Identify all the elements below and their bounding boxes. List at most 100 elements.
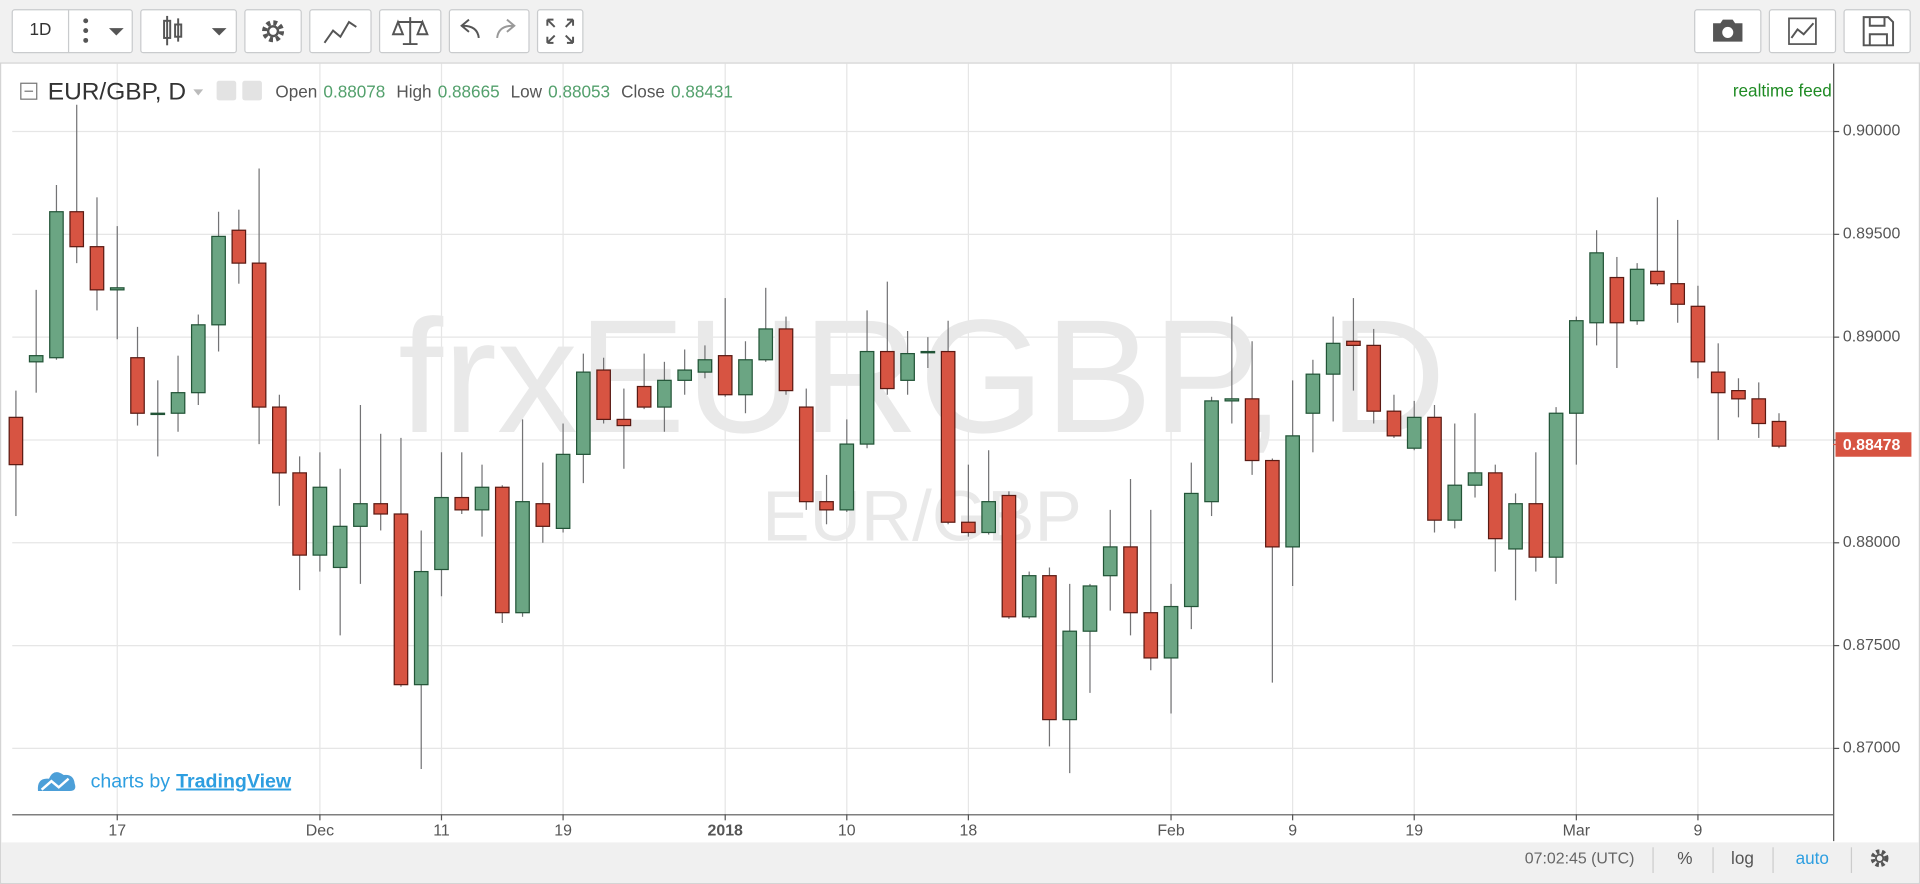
candle-body — [494, 486, 510, 614]
branding-prefix: charts by — [91, 771, 171, 793]
feed-status: realtime feed — [1733, 80, 1832, 100]
settings-button[interactable] — [244, 9, 302, 54]
indicators-icon — [323, 20, 357, 44]
camera-lens — [1722, 26, 1734, 38]
legend-label: High — [396, 82, 431, 102]
candle-body — [373, 503, 389, 515]
branding-link[interactable]: TradingView — [176, 771, 292, 793]
last-price-label: 0.88478 — [1843, 437, 1901, 454]
legend-label: Open — [275, 82, 317, 102]
candle-body — [353, 503, 368, 527]
ohlc-legend: Open 0.88078 High 0.88665 Low 0.88053 Close 0.8… — [193, 80, 733, 102]
candle-body — [1548, 412, 1564, 558]
chart-frame — [0, 62, 1920, 884]
x-tick-label: 17 — [108, 823, 126, 840]
x-tick-label: Dec — [306, 823, 334, 840]
candle-body — [49, 211, 64, 359]
axis-settings — [1875, 853, 1885, 863]
idea-icon — [1790, 22, 1815, 39]
legend-label: Low — [511, 82, 543, 102]
x-tick-label: Feb — [1157, 823, 1185, 840]
candle-body — [1528, 503, 1544, 558]
candle-body — [636, 385, 652, 408]
fullscreen-button[interactable] — [536, 9, 584, 54]
candle-body — [1143, 612, 1159, 659]
candle-body — [758, 328, 774, 361]
y-tick-label: 0.89000 — [1843, 328, 1901, 345]
candle-body — [1102, 546, 1118, 577]
publish-button[interactable] — [1768, 9, 1837, 54]
candle-body — [1629, 268, 1645, 322]
candle-body — [1204, 400, 1219, 503]
y-tick-label: 0.88000 — [1843, 534, 1901, 551]
candle-body — [1609, 276, 1625, 324]
candle-body — [1751, 398, 1767, 425]
interval-button[interactable] — [11, 9, 133, 54]
candle-body — [961, 521, 976, 534]
candle-body — [1467, 472, 1483, 486]
dropdown-arrow[interactable] — [108, 28, 124, 36]
gear-icon — [266, 25, 280, 38]
dropdown-arrow[interactable] — [211, 28, 227, 36]
menu-dots[interactable] — [83, 18, 89, 43]
auto-toggle[interactable]: auto — [1796, 848, 1829, 868]
x-tick-label: 19 — [1405, 823, 1423, 840]
candle-body — [1244, 398, 1260, 462]
candle-body — [1325, 342, 1341, 375]
undo-redo-buttons[interactable] — [448, 9, 530, 54]
x-tick-label: 9 — [1288, 823, 1297, 840]
candle-body — [920, 350, 936, 354]
percent-toggle[interactable]: % — [1677, 848, 1692, 868]
idea-icon — [1788, 17, 1817, 45]
candle-body — [69, 211, 85, 248]
candle-body — [717, 355, 733, 396]
candle-body — [677, 369, 693, 381]
watermark-subtitle: EUR/GBP — [762, 477, 1082, 556]
candle-body — [312, 486, 328, 556]
candle-body — [798, 406, 814, 503]
candle-body — [596, 369, 611, 421]
interval-label[interactable]: 1D — [29, 19, 51, 39]
symbol-title[interactable]: EUR/GBP, D — [48, 79, 186, 106]
candle-body — [819, 501, 834, 511]
x-tick-label: 19 — [554, 823, 572, 840]
candle-body — [1771, 420, 1787, 447]
candle-body — [211, 235, 226, 326]
candle-body — [575, 371, 591, 455]
fullscreen-icon — [546, 18, 575, 44]
candle-body — [1285, 435, 1300, 548]
x-tick-label: 10 — [838, 823, 856, 840]
candle-body — [393, 513, 409, 686]
dropdown-arrow — [193, 89, 204, 96]
candle-body — [272, 406, 287, 474]
candle-body — [251, 262, 267, 408]
candle-body — [190, 324, 206, 394]
candle-body — [1265, 459, 1280, 548]
y-tick-label: 0.87000 — [1843, 740, 1901, 757]
indicators-button[interactable] — [309, 9, 372, 54]
watermark-layer: frxEURGBP, D EUR/GBP — [398, 287, 1446, 556]
candle-body — [454, 496, 470, 511]
y-tick-label: 0.87500 — [1843, 637, 1901, 654]
candle-body — [89, 246, 105, 291]
gear-icon — [262, 20, 285, 43]
candle-body — [413, 570, 429, 686]
candle-body — [1183, 492, 1199, 608]
x-tick-label: 2018 — [708, 823, 744, 840]
candle-body — [1386, 410, 1402, 437]
candle-body — [231, 229, 247, 264]
y-tick-label: 0.89500 — [1843, 226, 1901, 243]
candle-body — [1021, 575, 1037, 618]
redo-icon[interactable] — [496, 18, 516, 39]
candle-body — [940, 350, 956, 523]
candle-body — [332, 525, 348, 569]
axis-settings[interactable] — [1870, 849, 1889, 868]
log-toggle[interactable]: log — [1731, 848, 1754, 868]
candle-body — [535, 503, 551, 527]
candle-body — [170, 392, 186, 414]
candle-body — [1710, 371, 1726, 394]
legend-value: 0.88665 — [438, 82, 500, 102]
last-price-tag — [1835, 432, 1912, 457]
undo-icon[interactable] — [460, 18, 480, 39]
